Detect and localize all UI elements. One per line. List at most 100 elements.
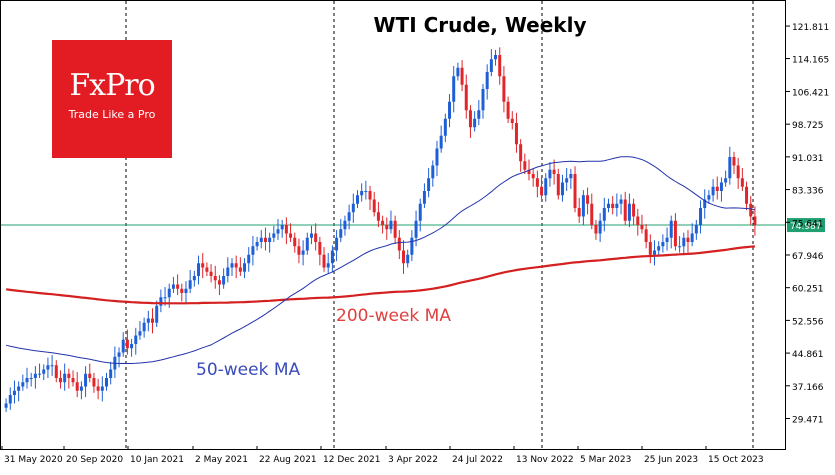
candle-body <box>523 161 527 170</box>
candle <box>397 230 401 259</box>
candle-body <box>314 233 318 242</box>
candle <box>606 198 610 213</box>
candle <box>678 236 682 253</box>
candle-body <box>130 344 134 349</box>
candle-body <box>535 178 539 187</box>
candle-body <box>33 373 37 378</box>
candle-body <box>125 339 129 349</box>
candle-body <box>138 331 142 336</box>
candle-body <box>96 386 100 391</box>
candle-body <box>389 220 393 230</box>
candle-body <box>67 373 71 378</box>
y-tick-label: 106.421 <box>792 88 829 98</box>
candle-body <box>636 216 640 225</box>
candle-body <box>222 276 226 285</box>
candle <box>305 232 309 255</box>
candle <box>577 197 581 223</box>
candle-body <box>289 233 293 238</box>
candle <box>314 223 318 251</box>
candle <box>611 196 615 215</box>
candle-body <box>251 246 255 255</box>
candle-body <box>184 288 188 293</box>
candle <box>217 275 221 296</box>
candle-body <box>376 212 380 221</box>
candle-body <box>42 369 46 374</box>
candle <box>506 96 510 123</box>
candle <box>632 198 636 225</box>
candle <box>686 230 690 253</box>
y-tick-label: 98.725 <box>792 121 824 131</box>
candle <box>155 300 159 327</box>
candle-body <box>531 174 535 179</box>
candle <box>514 112 518 153</box>
candle <box>226 257 230 283</box>
candle-body <box>414 220 418 238</box>
candle <box>535 170 539 198</box>
candle-body <box>360 191 364 196</box>
candle-body <box>661 242 665 247</box>
candle <box>690 223 694 247</box>
candle-body <box>577 208 581 217</box>
candle <box>263 227 267 251</box>
x-tick-label: 20 Sep 2020 <box>66 455 123 465</box>
fxpro-logo: FxPro Trade Like a Pro <box>52 40 172 158</box>
candle-body <box>230 263 234 268</box>
candle <box>351 193 355 223</box>
candle <box>84 366 88 398</box>
candle-body <box>745 186 749 204</box>
candle <box>92 372 96 393</box>
candle <box>636 208 640 236</box>
candle-body <box>740 178 744 187</box>
candle-body <box>46 365 50 370</box>
candle-body <box>176 284 180 289</box>
candle-body <box>406 254 410 264</box>
candle <box>552 159 556 185</box>
candle-body <box>581 195 585 217</box>
candle-body <box>280 225 284 230</box>
candle-body <box>17 386 21 391</box>
candle-body <box>134 335 138 344</box>
y-tick-label: 91.031 <box>792 154 824 164</box>
candle-body <box>611 203 615 208</box>
candle-body <box>109 369 113 378</box>
candle <box>443 113 447 143</box>
candle <box>343 215 347 236</box>
candle-body <box>715 186 719 191</box>
candle <box>548 162 552 187</box>
candle <box>590 193 594 230</box>
candle <box>29 372 33 387</box>
candle <box>301 240 305 266</box>
candle <box>33 366 37 389</box>
candle-body <box>121 339 125 353</box>
candle <box>289 223 293 242</box>
candle-body <box>243 263 247 272</box>
candle-body <box>368 191 372 200</box>
candle-body <box>393 220 397 238</box>
candle-body <box>510 118 514 123</box>
candle-body <box>29 378 33 379</box>
candle <box>134 327 138 355</box>
candle-body <box>560 182 564 196</box>
candle-body <box>192 276 196 281</box>
candle <box>682 232 686 255</box>
candle-body <box>690 233 694 242</box>
candle <box>749 196 753 225</box>
candle-body <box>326 263 330 268</box>
candle-body <box>335 237 339 251</box>
candle <box>67 368 71 389</box>
candle-body <box>213 276 217 281</box>
candle <box>615 193 619 217</box>
candle-body <box>322 254 326 268</box>
candle-body <box>694 225 698 234</box>
candle-body <box>615 203 619 208</box>
candle <box>640 214 644 234</box>
current-price-label: 74.987 <box>790 222 822 232</box>
candle <box>88 363 92 383</box>
candle <box>12 380 16 404</box>
candle <box>699 200 703 234</box>
candle-body <box>548 169 552 179</box>
candle <box>406 249 410 268</box>
candle <box>121 332 125 357</box>
